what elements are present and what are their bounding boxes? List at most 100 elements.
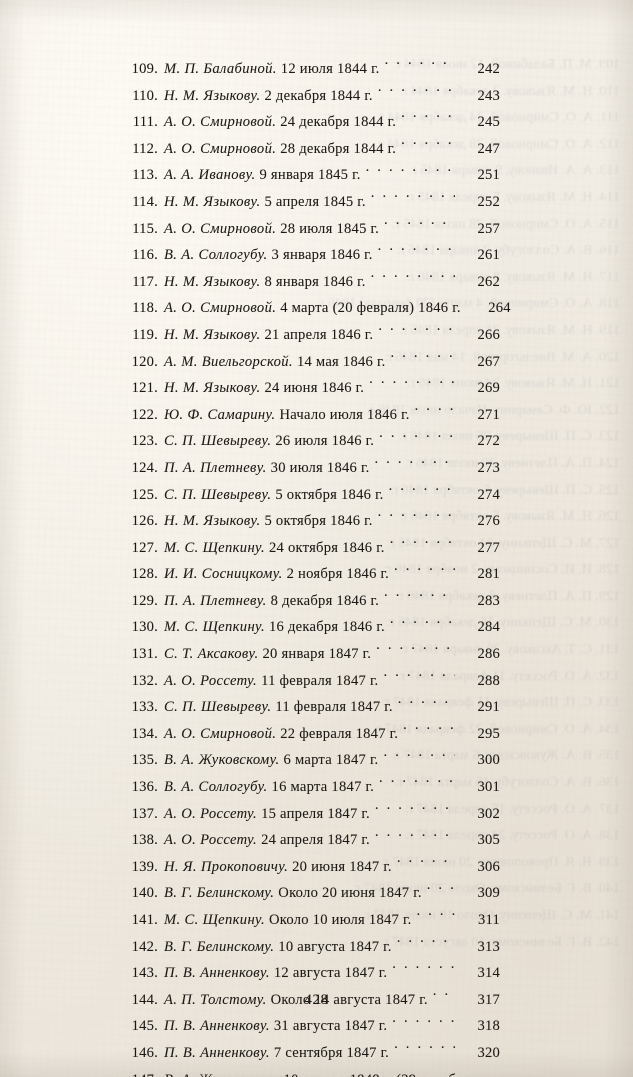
entry-number: 120. (131, 353, 158, 370)
entry-number: 116. (132, 247, 158, 264)
entry-number: 137. (131, 805, 158, 822)
entry-date: 12 августа 1847 г. (273, 965, 388, 982)
entry-recipient: Ю. Ф. Самарину. (164, 406, 276, 423)
entry-page-number: 284 (477, 619, 500, 636)
entry-page-number: 318 (477, 1018, 500, 1035)
entry-recipient: Н. М. Языкову. (164, 513, 261, 530)
entry-recipient: Н. Я. Прокоповичу. (164, 858, 289, 875)
index-entry: 129. П. А. Плетневу.8 декабря 1846 г. 283 (128, 588, 500, 615)
entry-number: 114. (132, 193, 158, 210)
entry-number: 133. (131, 699, 158, 716)
entry-page-number: 261 (477, 247, 500, 264)
entry-date: 20 января 1847 г. (262, 646, 372, 663)
dot-leader (371, 191, 455, 206)
entry-page-number: 288 (477, 672, 500, 689)
entry-date: 5 октября 1846 г. (264, 513, 373, 530)
index-entry: 128. И. И. Сосницкому.2 ноября 1846 г. 281 (128, 561, 500, 588)
dot-leader (379, 431, 455, 446)
dot-leader (392, 963, 455, 978)
dot-leader (374, 457, 455, 472)
dot-leader (378, 324, 455, 339)
entry-page-number: 286 (477, 646, 500, 663)
index-entry: 112. А. О. Смирновой.28 декабря 1844 г. 24… (128, 136, 500, 163)
entry-recipient: П. В. Анненкову. (164, 965, 270, 982)
entry-page-number: 242 (477, 61, 500, 77)
index-entry: 140. В. Г. Белинскому. Около 20 июня 1847 … (128, 880, 500, 907)
entry-page-number: 313 (477, 938, 500, 955)
entry-number: 112. (132, 140, 158, 157)
entry-recipient: П. А. Плетневу. (164, 592, 267, 609)
dot-leader (366, 165, 455, 180)
entry-page-number: 266 (477, 326, 500, 343)
entry-number: 135. (131, 752, 158, 769)
entry-recipient: Н. М. Языкову. (164, 380, 261, 397)
entry-recipient: С. П. Шевыреву. (164, 433, 272, 450)
dot-leader (379, 776, 455, 791)
entry-number: 131. (131, 646, 158, 663)
entry-page-number: 291 (477, 699, 500, 716)
entry-recipient: А. О. Россету. (164, 832, 258, 849)
index-entry: 115. А. О. Смирновой.28 июля 1845 г. 257 (128, 216, 500, 243)
entry-number: 139. (131, 858, 158, 875)
entry-page-number: 283 (477, 592, 500, 609)
entry-number: 128. (131, 566, 158, 583)
dot-leader (392, 1016, 455, 1031)
index-entry: 110. Н. М. Языкову.2 декабря 1844 г. 243 (128, 83, 500, 110)
entry-number: 127. (131, 539, 158, 556)
entry-date: 12 июля 1844 г. (280, 61, 380, 77)
entry-number: 118. (132, 300, 158, 317)
index-entry: 147. В. А. Жуковскому.10 января 1848 г. (… (128, 1067, 500, 1077)
entry-date: 20 июня 1847 г. (292, 858, 392, 875)
dot-leader (427, 883, 455, 898)
entry-page-number: 300 (477, 752, 500, 769)
entry-page-number: 317 (477, 991, 500, 1008)
entry-recipient: А. М. Виельгорской. (164, 353, 293, 370)
entry-page-number: 281 (477, 566, 500, 583)
entry-date: 28 июля 1845 г. (280, 220, 380, 237)
entry-number: 117. (132, 273, 158, 290)
entry-recipient: П. А. Плетневу. (164, 459, 267, 476)
entry-number: 111. (132, 114, 158, 131)
entry-date: Начало июля 1846 г. (279, 406, 410, 423)
entry-date: 2 декабря 1844 г. (264, 87, 373, 104)
dot-leader (415, 404, 455, 419)
entry-date: 28 декабря 1844 г. (280, 140, 397, 157)
entry-page-number: 243 (477, 87, 500, 104)
index-entry-list: 109. М. П. Балабиной.12 июля 1844 г. 242 11… (128, 56, 511, 1077)
entry-recipient: В. А. Соллогубу. (164, 779, 268, 796)
index-entry: 135. В. А. Жуковскому.6 марта 1847 г. 300 (128, 747, 500, 774)
entry-recipient: Н. М. Языкову. (164, 326, 261, 343)
entry-date: 14 мая 1846 г. (296, 353, 386, 370)
entry-page-number: 274 (477, 486, 500, 503)
entry-recipient: В. Г. Белинскому. (164, 885, 275, 902)
entry-date: 30 июля 1846 г. (270, 459, 370, 476)
entry-page-number: 301 (477, 779, 500, 796)
entry-number: 124. (131, 459, 158, 476)
entry-recipient: А. О. Смирновой. (164, 140, 277, 157)
entry-date: 3 января 1846 г. (271, 247, 373, 264)
entry-date: 31 августа 1847 г. (273, 1018, 388, 1035)
entry-recipient: А. О. Смирновой. (164, 114, 277, 131)
dot-leader (384, 590, 455, 605)
index-entry: 130. М. С. Щепкину.16 декабря 1846 г. 284 (128, 614, 500, 641)
dot-leader (401, 138, 455, 153)
dot-leader (390, 351, 455, 366)
index-entry: 145. П. В. Анненкову.31 августа 1847 г. 31… (128, 1013, 500, 1040)
entry-date: Около 20 июня 1847 г. (278, 885, 422, 902)
entry-recipient: И. И. Сосницкому. (164, 566, 283, 583)
index-entry: 123. С. П. Шевыреву.26 июля 1846 г. 272 (128, 428, 500, 455)
index-entry: 141. М. С. Щепкину.Около 10 июля 1847 г. 3… (128, 907, 500, 934)
entry-number: 147. (128, 1067, 158, 1077)
dot-leader (390, 617, 455, 632)
entry-recipient: С. П. Шевыреву. (164, 486, 272, 503)
entry-recipient: В. А. Жуковскому. (164, 752, 280, 769)
dot-leader (376, 643, 455, 658)
index-entry: 117. Н. М. Языкову.8 января 1846 г. 262 (128, 269, 500, 296)
entry-page-number: 267 (477, 353, 500, 370)
index-entry: 132. А. О. Россету.11 февраля 1847 г. 288 (128, 668, 500, 695)
entry-date: 11 февраля 1847 г. (261, 672, 379, 689)
entry-number: 138. (131, 832, 158, 849)
entry-recipient: П. В. Анненкову. (164, 1044, 270, 1061)
index-entry: 109. М. П. Балабиной.12 июля 1844 г. 242 (128, 56, 500, 83)
dot-leader (378, 511, 455, 526)
